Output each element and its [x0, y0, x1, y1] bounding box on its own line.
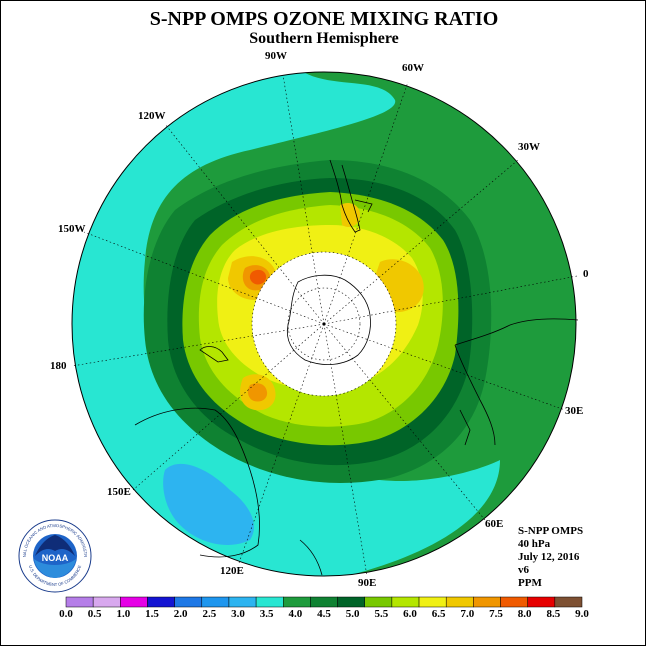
colorbar-swatch [310, 596, 338, 608]
lon-label-150e: 150E [107, 486, 131, 498]
lon-label-60e: 60E [485, 518, 504, 530]
australia-coast [134, 407, 260, 558]
lon-label-90w: 90W [265, 50, 287, 62]
colorbar-swatch [147, 596, 175, 608]
ozone-contours [72, 72, 576, 576]
colorbar-tick-label: 8.0 [517, 608, 532, 620]
logo-seagull-icon [35, 535, 75, 556]
south-america-coast [329, 159, 361, 233]
lon-label-90e: 90E [358, 577, 377, 589]
colorbar-tick-label: 0.0 [59, 608, 73, 620]
meridian-60w [323, 81, 409, 325]
page-subtitle: Southern Hemisphere [249, 30, 399, 47]
colorbar-tick-label: 0.5 [87, 608, 102, 620]
lon-label-60w: 60W [402, 62, 424, 74]
colorbar-swatch [473, 596, 501, 608]
info-level: 40 hPa [518, 538, 551, 550]
lon-label-150w: 150W [58, 223, 86, 235]
colorbar-tick-label: 4.0 [288, 608, 303, 620]
africa-south-coast [454, 344, 496, 446]
lat-circle-pole [287, 287, 361, 361]
colorbar-swatch [554, 596, 583, 608]
colorbar-swatch [174, 596, 203, 608]
colorbar-tick-label: 7.5 [489, 608, 503, 620]
noaa-logo: NOAA NATIONAL OCEANIC AND ATMOSPHERIC AD… [18, 519, 92, 593]
colorbar-swatch [337, 596, 365, 608]
band-7-5-8-0-south [247, 383, 268, 402]
info-version: v6 [518, 564, 529, 576]
antarctica-coast [286, 274, 371, 365]
colorbar-tick-label: 2.0 [173, 608, 188, 620]
colorbar [65, 596, 583, 608]
colorbar-tick-label: 8.5 [546, 608, 561, 620]
info-units: PPM [518, 577, 542, 589]
colorbar-swatch [228, 596, 257, 608]
info-block: S-NPP OMPS 40 hPa July 12, 2016 v6 PPM [518, 525, 583, 590]
logo-wave-icon [34, 559, 76, 578]
band-8-0-8-5 [249, 269, 267, 285]
falklands [354, 199, 373, 213]
colorbar-tick-label: 4.5 [317, 608, 331, 620]
colorbar-tick-label: 2.5 [202, 608, 217, 620]
colorbar-swatch [255, 596, 284, 608]
colorbar-swatch [92, 596, 121, 608]
new-zealand [199, 346, 229, 363]
graticule [71, 74, 578, 577]
colorbar-tick-label: 6.5 [431, 608, 446, 620]
colorbar-swatch [500, 596, 528, 608]
colorbar-tick-label: 5.5 [374, 608, 389, 620]
meridian-150w [83, 231, 325, 325]
map-boundary [71, 71, 577, 577]
meridian-90e [323, 323, 368, 577]
lat-circle-inner [251, 251, 397, 397]
africa-coast [454, 318, 579, 346]
colorbar-tick-label: 3.5 [259, 608, 274, 620]
colorbar-tick-label: 6.0 [403, 608, 417, 620]
lon-label-0: 0 [583, 268, 589, 280]
colorbar-swatch [283, 596, 311, 608]
meridian-0 [323, 275, 578, 325]
meridian-120w [164, 123, 325, 325]
logo-text: NOAA [42, 553, 69, 563]
indonesia-coast [299, 539, 323, 576]
band-3-0-3-5 [163, 463, 254, 545]
colorbar-swatch [65, 596, 94, 608]
colorbar-tick-label: 1.5 [145, 608, 159, 620]
colorbar-swatch [201, 596, 230, 608]
colorbar-tick-label: 1.0 [116, 608, 131, 620]
lon-label-180: 180 [50, 360, 67, 372]
madagascar [459, 409, 471, 446]
colorbar-swatch [527, 596, 556, 608]
colorbar-swatch [445, 596, 474, 608]
lon-label-30e: 30E [565, 405, 584, 417]
info-date: July 12, 2016 [518, 551, 580, 563]
colorbar-swatch [391, 596, 420, 608]
page-title: S-NPP OMPS OZONE MIXING RATIO [149, 8, 499, 30]
info-instrument: S-NPP OMPS [518, 525, 584, 537]
colorbar-tick-label: 3.0 [231, 608, 245, 620]
meridian-30e [323, 323, 566, 411]
coastlines [134, 159, 579, 576]
colorbar-tick-label: 5.0 [345, 608, 360, 620]
colorbar-swatch [364, 596, 393, 608]
colorbar-swatch [418, 596, 447, 608]
colorbar-tick-label: 7.0 [460, 608, 475, 620]
lon-label-120e: 120E [220, 565, 244, 577]
meridian-180 [71, 323, 325, 367]
lon-label-120w: 120W [138, 110, 166, 122]
colorbar-swatch [120, 596, 148, 608]
south-pole-marker [322, 322, 326, 326]
colorbar-tick-label: 9.0 [575, 608, 589, 620]
lon-label-30w: 30W [518, 141, 540, 153]
